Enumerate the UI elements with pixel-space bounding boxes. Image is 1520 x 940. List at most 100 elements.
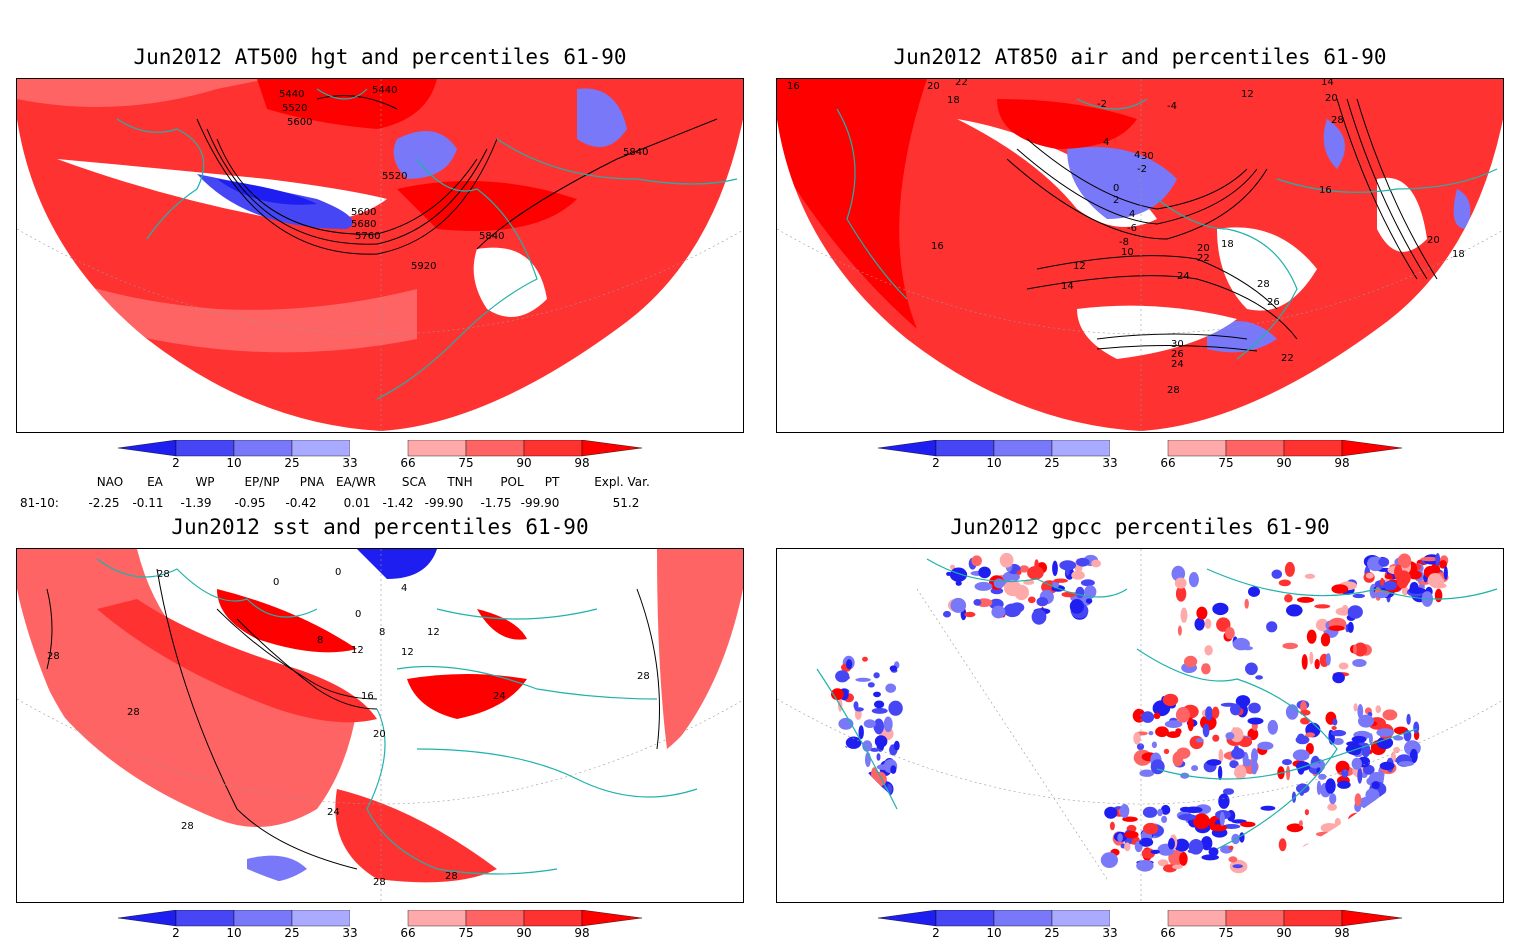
precip-anomaly-cell <box>1298 820 1303 827</box>
colorbar-segment <box>935 909 995 927</box>
colorbar-tick-label: 25 <box>1044 926 1060 940</box>
colorbar-sst-svg <box>117 909 643 927</box>
colorbar-tick-label: 98 <box>1334 456 1350 470</box>
precip-anomaly-cell <box>1331 584 1349 594</box>
precip-anomaly-cell <box>1315 618 1329 632</box>
precip-anomaly-cell <box>1439 560 1447 569</box>
contour-label: 5440 <box>372 85 397 96</box>
precip-anomaly-cell <box>1282 642 1298 650</box>
precip-anomaly-cell <box>1206 759 1222 766</box>
precip-anomaly-cell <box>1413 721 1420 734</box>
contour-label: 26 <box>1171 349 1184 360</box>
map-panel-at500: 5440 5440 5520 5600 5520 5600 5680 5760 … <box>16 78 744 433</box>
contour-label: 5600 <box>287 117 312 128</box>
precip-anomaly-cell <box>876 753 881 761</box>
precip-anomaly-cell <box>1188 572 1199 588</box>
index-value: -1.39 <box>180 496 212 510</box>
precip-anomaly-cell <box>1379 761 1395 771</box>
precip-anomaly-cell <box>1175 707 1190 723</box>
index-header: EP/NP <box>244 475 280 489</box>
precip-anomaly-cell <box>1351 735 1367 743</box>
contour-label: 28 <box>47 651 60 662</box>
colorbar-tick-label: 98 <box>1334 926 1350 940</box>
colorbar-segment <box>1051 439 1111 457</box>
precip-anomaly-cell <box>1248 702 1261 714</box>
precip-anomaly-cell <box>871 707 888 714</box>
precip-anomaly-cell <box>1100 852 1118 868</box>
precip-anomaly-cell <box>1353 642 1367 657</box>
precip-anomaly-cell <box>867 682 875 688</box>
precip-anomaly-cell <box>1184 655 1198 668</box>
precip-anomaly-cell <box>862 656 868 662</box>
precip-anomaly-cell <box>1201 836 1213 851</box>
contour-label: 5920 <box>411 261 436 272</box>
precip-anomaly-cell <box>1378 557 1390 567</box>
precip-anomaly-cell <box>1347 605 1363 619</box>
contour-label: 0 <box>1113 183 1119 194</box>
precip-anomaly-cell <box>889 665 898 672</box>
colorbar-segment <box>1283 909 1343 927</box>
colorbar-at500-svg <box>117 439 643 457</box>
contour-label: 12 <box>1241 89 1254 100</box>
precip-anomaly-cell <box>1282 759 1292 766</box>
precip-anomaly-cell <box>1002 571 1020 582</box>
precip-anomaly-cell <box>1164 720 1183 728</box>
colorbar-tick-label: 66 <box>1160 456 1176 470</box>
precip-anomaly-cell <box>1443 566 1448 580</box>
colorbar-segment <box>1051 909 1111 927</box>
precip-anomaly-cell <box>1286 604 1303 617</box>
precip-anomaly-cell <box>1222 788 1235 795</box>
precip-anomaly-cell <box>1141 711 1155 723</box>
precip-anomaly-cell <box>1393 735 1404 741</box>
precip-anomaly-cell <box>1285 704 1299 720</box>
contour-label: 18 <box>947 95 960 106</box>
colorbar-segment <box>291 909 351 927</box>
precip-anomaly-cell <box>955 580 962 586</box>
colorbar-tick-label: 10 <box>226 926 242 940</box>
precip-anomaly-cell <box>846 659 853 670</box>
precip-anomaly-cell <box>943 610 951 618</box>
index-value: -0.95 <box>234 496 266 510</box>
precip-anomaly-cell <box>1148 731 1154 736</box>
map-at850-svg: 16 20 22 18 -2 4 -4 12 14 20 28 30 4 -2 … <box>777 79 1503 432</box>
precip-anomaly-cell <box>1337 780 1351 789</box>
index-header: EA <box>147 475 163 489</box>
precip-anomaly-cell <box>1084 585 1097 599</box>
precip-anomaly-cell <box>1222 824 1241 829</box>
contour-label: 20 <box>1325 93 1338 104</box>
precip-anomaly-cell <box>1284 594 1293 603</box>
precip-anomaly-cell <box>1348 812 1366 827</box>
colorbar-segment <box>465 439 525 457</box>
contour-label: 28 <box>637 671 650 682</box>
colorbar-tick-label: 2 <box>172 926 180 940</box>
colorbar-tick-label: 2 <box>932 926 940 940</box>
colorbar-segment <box>581 439 643 457</box>
precip-anomaly-cell <box>1184 806 1203 814</box>
precip-anomaly-cell <box>1318 773 1327 780</box>
index-header: EA/WR <box>335 475 377 489</box>
precip-anomaly-cell <box>1396 573 1409 589</box>
contour-label: 18 <box>1221 239 1234 250</box>
precip-anomaly-cell <box>1401 586 1409 596</box>
colorbar-segment <box>1225 439 1285 457</box>
precip-anomaly-cell <box>1360 838 1378 848</box>
precip-anomaly-cell <box>1408 587 1425 594</box>
precip-anomaly-cell <box>974 581 993 591</box>
precip-anomaly-cell <box>946 571 952 576</box>
precip-anomaly-cell <box>1180 607 1188 623</box>
precip-anomaly-cell <box>1091 559 1101 568</box>
precip-anomaly-cell <box>1320 823 1339 833</box>
precip-anomaly-cell <box>856 766 862 776</box>
precip-anomaly-cell <box>1344 826 1355 832</box>
precip-anomaly-cell <box>1320 633 1331 647</box>
precip-anomaly-cell <box>1301 654 1308 670</box>
precip-anomaly-cell <box>1153 712 1161 719</box>
precip-anomaly-cell <box>999 552 1014 568</box>
colorbar-tick-label: 10 <box>986 926 1002 940</box>
precip-anomaly-cell <box>1300 709 1311 716</box>
precip-anomaly-cell <box>1177 625 1182 636</box>
precip-anomaly-cell <box>1325 778 1336 794</box>
colorbar-segment <box>233 439 293 457</box>
contour-label: 24 <box>327 807 340 818</box>
index-value: -2.25 <box>88 496 120 510</box>
